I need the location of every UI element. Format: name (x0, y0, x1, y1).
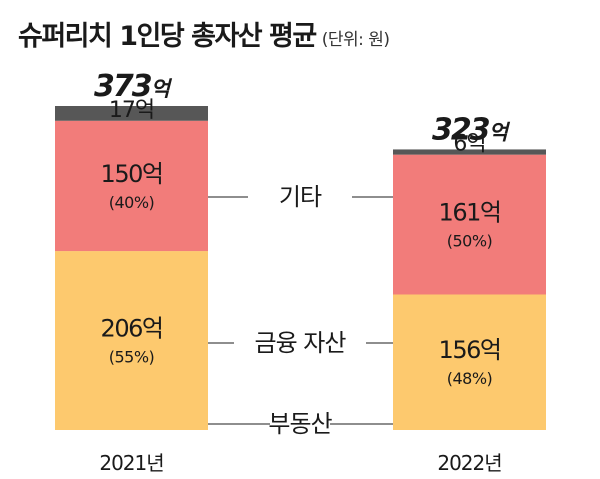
chart-title-text: 슈퍼리치 1인당 총자산 평균 (18, 21, 317, 52)
legend-label: 기타 (279, 183, 322, 211)
data-label: 156억 (439, 336, 501, 364)
data-label: 17억 (109, 98, 154, 123)
total-label: 373억 (94, 69, 173, 104)
chart-title: 슈퍼리치 1인당 총자산 평균 (단위: 원) (18, 14, 390, 53)
bar-segment (55, 120, 208, 252)
data-label-percent: (40%) (109, 193, 155, 212)
x-tick-label: 2022년 (437, 451, 501, 475)
data-label: 6억 (453, 132, 485, 157)
bar-segment (393, 154, 546, 295)
data-label-percent: (55%) (109, 348, 155, 367)
data-label-percent: (50%) (447, 232, 493, 251)
data-label-percent: (48%) (447, 369, 493, 388)
bar-segment (393, 149, 546, 155)
legend-label: 금융 자산 (255, 329, 347, 357)
data-label: 206억 (101, 315, 163, 343)
total-label: 323억 (432, 112, 511, 147)
legend-label: 부동산 (268, 410, 332, 438)
bar-segment (55, 106, 208, 121)
data-label: 161억 (439, 199, 501, 227)
bar-segment (55, 251, 208, 430)
unit-label: (단위: 원) (321, 30, 390, 50)
x-tick-label: 2021년 (99, 451, 163, 475)
bar-segment (393, 294, 546, 430)
data-label: 150억 (101, 160, 163, 188)
